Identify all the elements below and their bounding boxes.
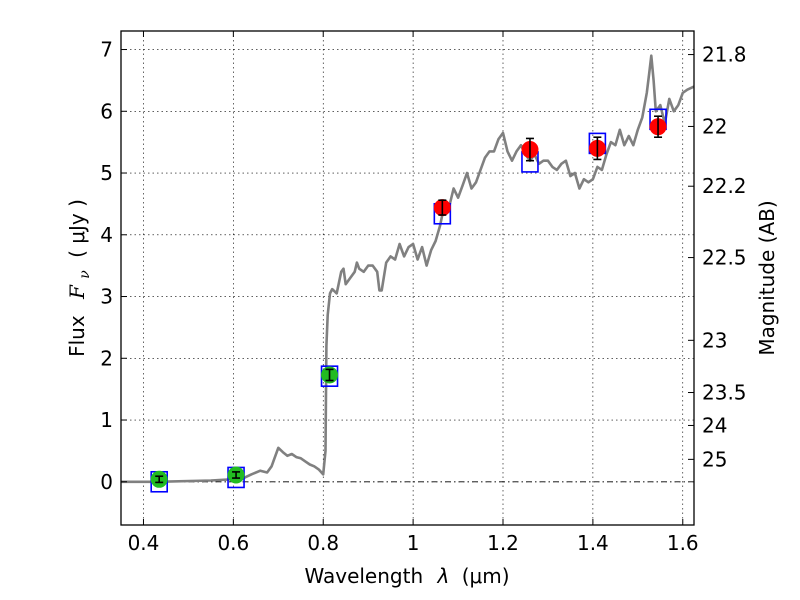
x-axis-title-lambda: λ <box>437 564 450 588</box>
x-tick-label: 1.6 <box>667 531 699 555</box>
x-tick-label: 0.8 <box>307 531 339 555</box>
y-tick-label: 2 <box>100 346 113 370</box>
grid-lines <box>121 31 694 525</box>
y-axis-title-prefix: Flux <box>65 315 89 357</box>
x-axis-title: Wavelength λ (μm) <box>304 564 509 588</box>
x-tick-label: 0.6 <box>217 531 249 555</box>
series-layer <box>121 54 694 493</box>
sed-model-line <box>121 54 694 484</box>
y-axis-title: Flux F ν ( μJy ) <box>65 199 94 357</box>
magnitude-tick-label: 23 <box>702 328 727 352</box>
y-tick-label: 3 <box>100 285 113 309</box>
magnitude-tick-label: 25 <box>702 447 727 471</box>
x-axis-title-prefix: Wavelength <box>304 564 423 588</box>
y-axis-title-symbol: F <box>65 284 89 300</box>
y-axis-ticks: 0 1 2 3 4 5 6 7 <box>100 38 127 494</box>
magnitude-tick-label: 23.5 <box>702 381 747 405</box>
y-tick-label: 1 <box>100 408 113 432</box>
magnitude-tick-label: 22 <box>702 114 727 138</box>
y-tick-label: 0 <box>100 470 113 494</box>
magnitude-tick-label: 21.8 <box>702 43 747 67</box>
y-axis-title-subscript: ν <box>77 270 93 279</box>
y-axis-title-unit: ( μJy ) <box>65 199 89 258</box>
x-tick-label: 1.4 <box>577 531 609 555</box>
y-tick-label: 7 <box>100 38 113 62</box>
y-tick-label: 5 <box>100 161 113 185</box>
x-tick-label: 1 <box>407 531 420 555</box>
x-tick-label: 1.2 <box>487 531 519 555</box>
magnitude-tick-label: 24 <box>702 413 727 437</box>
y-tick-label: 6 <box>100 99 113 123</box>
x-tick-label: 0.4 <box>128 531 160 555</box>
magnitude-axis-title: Magnitude (AB) <box>755 200 779 355</box>
x-axis-ticks: 0.4 0.6 0.8 1 1.2 1.4 1.6 <box>128 31 699 555</box>
y-tick-label: 4 <box>100 223 113 247</box>
plot-frame <box>120 30 695 526</box>
magnitude-tick-label: 22.5 <box>702 246 747 270</box>
magnitude-axis-ticks: 21.8 22 22.2 22.5 23 23.5 24 25 <box>688 43 747 471</box>
x-axis-title-unit: (μm) <box>462 564 510 588</box>
magnitude-tick-label: 22.2 <box>702 174 747 198</box>
